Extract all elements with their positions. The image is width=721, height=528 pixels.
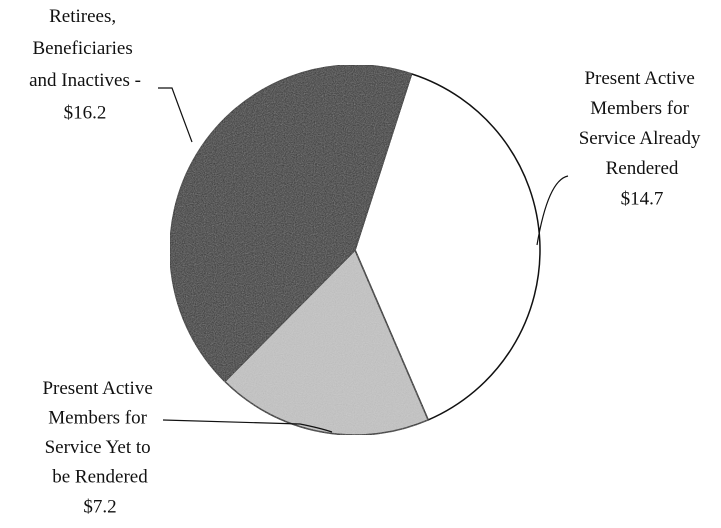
pie-slice bbox=[354, 72, 541, 421]
pie-slice bbox=[223, 248, 430, 436]
slice-value-label: $14.7 bbox=[621, 188, 664, 209]
labels: Present Active Members for Service Alrea… bbox=[29, 6, 705, 517]
slice-label: Present Active Members for Service Yet t… bbox=[42, 378, 157, 488]
leader-line bbox=[158, 87, 193, 143]
slice-value-label: $16.2 bbox=[64, 102, 107, 123]
leader-line bbox=[162, 419, 333, 433]
slice-value-label: $7.2 bbox=[83, 496, 116, 517]
pie-slice bbox=[169, 64, 413, 383]
leader-line bbox=[536, 175, 569, 246]
slice-label: Retirees, Beneficiaries and Inactives - bbox=[29, 6, 141, 91]
pie bbox=[169, 64, 541, 436]
slice-label: Present Active Members for Service Alrea… bbox=[579, 68, 706, 179]
